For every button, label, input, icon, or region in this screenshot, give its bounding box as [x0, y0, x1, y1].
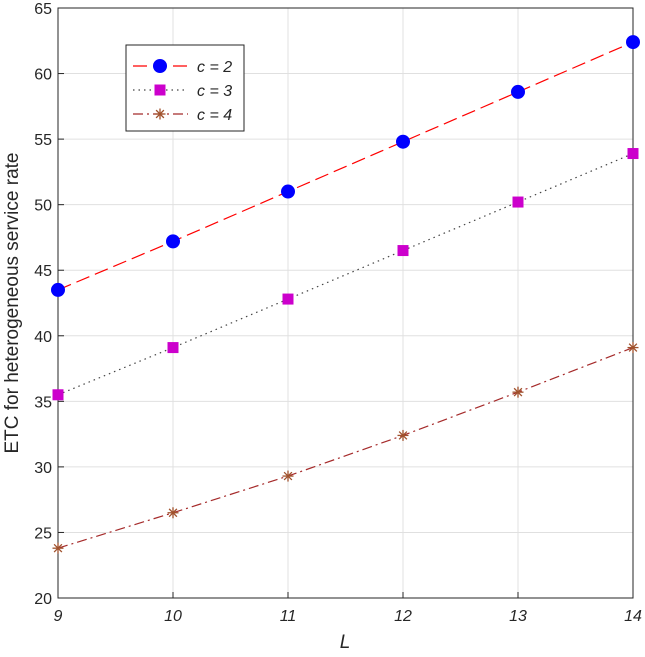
data-point — [397, 245, 409, 257]
data-point — [52, 389, 64, 401]
data-point — [51, 282, 65, 297]
y-tick-label: 30 — [34, 460, 52, 477]
data-point — [626, 35, 640, 50]
y-tick-label: 45 — [34, 263, 52, 280]
y-tick-label: 35 — [34, 394, 52, 411]
data-point — [167, 342, 179, 354]
y-tick-label: 65 — [34, 1, 52, 18]
x-axis-label: L — [340, 632, 351, 653]
legend: c = 2 c = 3 c = 4 — [125, 44, 245, 132]
legend-entry: c = 3 — [133, 83, 232, 100]
data-point — [282, 293, 294, 305]
series-line — [57, 347, 634, 549]
series-line — [57, 41, 634, 291]
data-point — [282, 470, 294, 482]
legend-label: c = 3 — [197, 83, 232, 100]
y-tick-label: 55 — [34, 132, 52, 149]
tick-labels: 9 10 11 12 13 14 20 25 30 35 40 45 50 55 60 65 — [34, 1, 642, 625]
data-point — [627, 342, 639, 354]
data-point — [52, 542, 64, 554]
y-tick-label: 20 — [34, 591, 52, 608]
series-1 — [51, 35, 640, 297]
data-point — [397, 429, 409, 441]
legend-marker — [153, 59, 167, 73]
legend-label: c = 4 — [197, 107, 232, 124]
y-tick-label: 25 — [34, 525, 52, 542]
legend-marker — [154, 108, 166, 120]
data-point — [511, 84, 525, 99]
plot-area-frame — [57, 7, 634, 599]
data-point — [167, 507, 179, 519]
data-point — [281, 184, 295, 199]
data-point — [627, 148, 639, 160]
data-point — [396, 134, 410, 149]
x-tick-label: 9 — [54, 608, 63, 625]
data-point — [512, 386, 524, 398]
series-3 — [52, 342, 639, 554]
x-tick-label: 10 — [164, 608, 182, 625]
y-axis-label: ETC for heterogeneous service rate — [2, 153, 23, 454]
data-point — [166, 234, 180, 249]
x-tick-label: 11 — [280, 608, 297, 625]
legend-entry: c = 2 — [133, 59, 232, 76]
y-tick-label: 60 — [34, 67, 52, 84]
series-layer — [51, 35, 640, 554]
legend-marker — [154, 84, 166, 96]
series-line — [57, 152, 634, 396]
legend-entry: c = 4 — [133, 107, 232, 124]
series-2 — [52, 148, 639, 401]
x-tick-label: 12 — [394, 608, 412, 625]
data-point — [512, 196, 524, 208]
legend-label: c = 2 — [197, 59, 232, 76]
y-tick-label: 40 — [34, 329, 52, 346]
legend-box — [125, 44, 245, 132]
x-tick-label: 13 — [509, 608, 527, 625]
y-tick-label: 50 — [34, 198, 52, 215]
x-tick-label: 14 — [624, 608, 642, 625]
